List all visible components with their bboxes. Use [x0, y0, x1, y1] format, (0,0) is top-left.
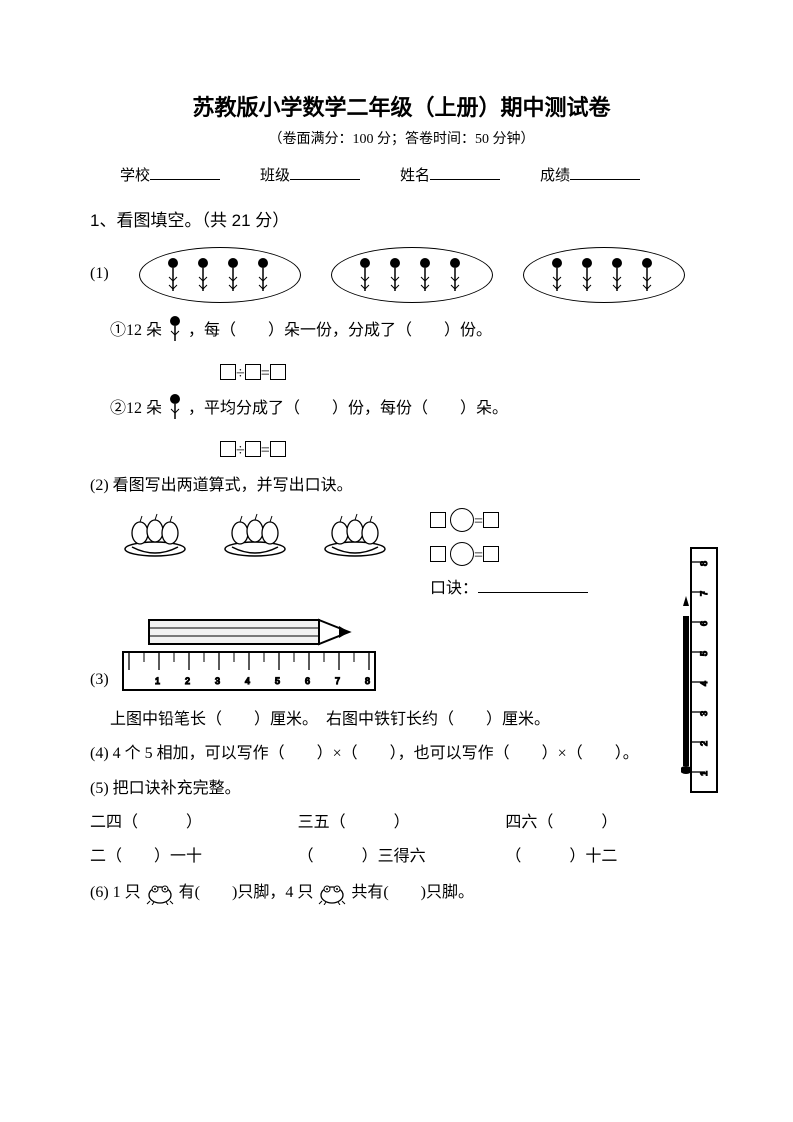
pears-bowl-icon: [320, 511, 390, 557]
pencil-ruler-icon: 1 2 3 4 5 6 7 8: [119, 612, 379, 694]
q1-6: (6) 1 只 有( )只脚，4 只 共有( )只脚。: [90, 878, 713, 916]
q1-4: (4) 4 个 5 相加，可以写作（ ）×（ ），也可以写作（ ）×（ ）。: [90, 739, 713, 769]
svg-text:1: 1: [699, 771, 709, 776]
q1-1-num: (1): [90, 259, 109, 289]
vertical-ruler: 8 7 6 5 4 3 2 1: [681, 546, 719, 799]
page-title: 苏教版小学数学二年级（上册）期中测试卷: [90, 90, 713, 122]
label-name: 姓名: [400, 164, 500, 185]
pencil-ruler: 1 2 3 4 5 6 7 8: [119, 612, 379, 699]
frog-icon: [317, 881, 347, 905]
q1-3-num: (3): [90, 665, 109, 695]
svg-text:4: 4: [699, 681, 709, 686]
label-class: 班级: [260, 164, 360, 185]
flower-group-1: [139, 247, 301, 303]
q1-1-eq2: ÷=: [220, 436, 713, 466]
flower-groups: [139, 247, 685, 303]
svg-text:3: 3: [215, 676, 220, 686]
page: 苏教版小学数学二年级（上册）期中测试卷 （卷面满分：100 分；答卷时间：50 …: [0, 0, 793, 1122]
flower-icon: [166, 393, 184, 421]
q1-1-sub1: ①12 朵 ，每（ ）朵一份，分成了（ ）份。: [110, 315, 713, 354]
q1-5-row-b: 二（ ）一十 （ ）三得六 （ ）十二: [90, 842, 713, 866]
svg-text:7: 7: [699, 591, 709, 596]
svg-text:8: 8: [699, 561, 709, 566]
q1-1-sub2: ②12 朵 ，平均分成了（ ）份，每份（ ）朵。: [110, 393, 713, 432]
flowers-icon: [539, 253, 669, 297]
info-row: 学校 班级 姓名 成绩: [120, 164, 703, 185]
page-subtitle: （卷面满分：100 分；答卷时间：50 分钟）: [90, 128, 713, 148]
q1-2: (2) 看图写出两道算式，并写出口诀。: [90, 471, 713, 501]
flower-group-3: [523, 247, 685, 303]
svg-text:2: 2: [185, 676, 190, 686]
frog-icon: [145, 881, 175, 905]
q1-1-eq1: ÷=: [220, 359, 713, 389]
svg-text:7: 7: [335, 676, 340, 686]
q1-5-head: (5) 把口诀补充完整。: [90, 774, 713, 804]
q1-3-text: 上图中铅笔长（ ）厘米。 右图中铁钉长约（ ）厘米。: [110, 705, 713, 735]
svg-text:6: 6: [305, 676, 310, 686]
label-school: 学校: [120, 164, 220, 185]
pears-row: [120, 511, 390, 557]
flower-group-2: [331, 247, 493, 303]
flowers-icon: [347, 253, 477, 297]
q1-5-row-a: 二四（ ） 三五（ ） 四六（ ）: [90, 808, 713, 832]
svg-text:1: 1: [155, 676, 160, 686]
pears-bowl-icon: [220, 511, 290, 557]
flower-icon: [166, 315, 184, 343]
svg-text:5: 5: [699, 651, 709, 656]
svg-text:5: 5: [275, 676, 280, 686]
vertical-ruler-icon: 8 7 6 5 4 3 2 1: [681, 546, 719, 794]
q1-head: 1、看图填空。（共 21 分）: [90, 205, 713, 237]
eq-stack: = = 口诀：: [430, 505, 588, 606]
svg-text:2: 2: [699, 741, 709, 746]
svg-text:6: 6: [699, 621, 709, 626]
svg-text:8: 8: [365, 676, 370, 686]
svg-text:3: 3: [699, 711, 709, 716]
svg-text:4: 4: [245, 676, 250, 686]
pears-bowl-icon: [120, 511, 190, 557]
flowers-icon: [155, 253, 285, 297]
label-score: 成绩: [540, 164, 640, 185]
